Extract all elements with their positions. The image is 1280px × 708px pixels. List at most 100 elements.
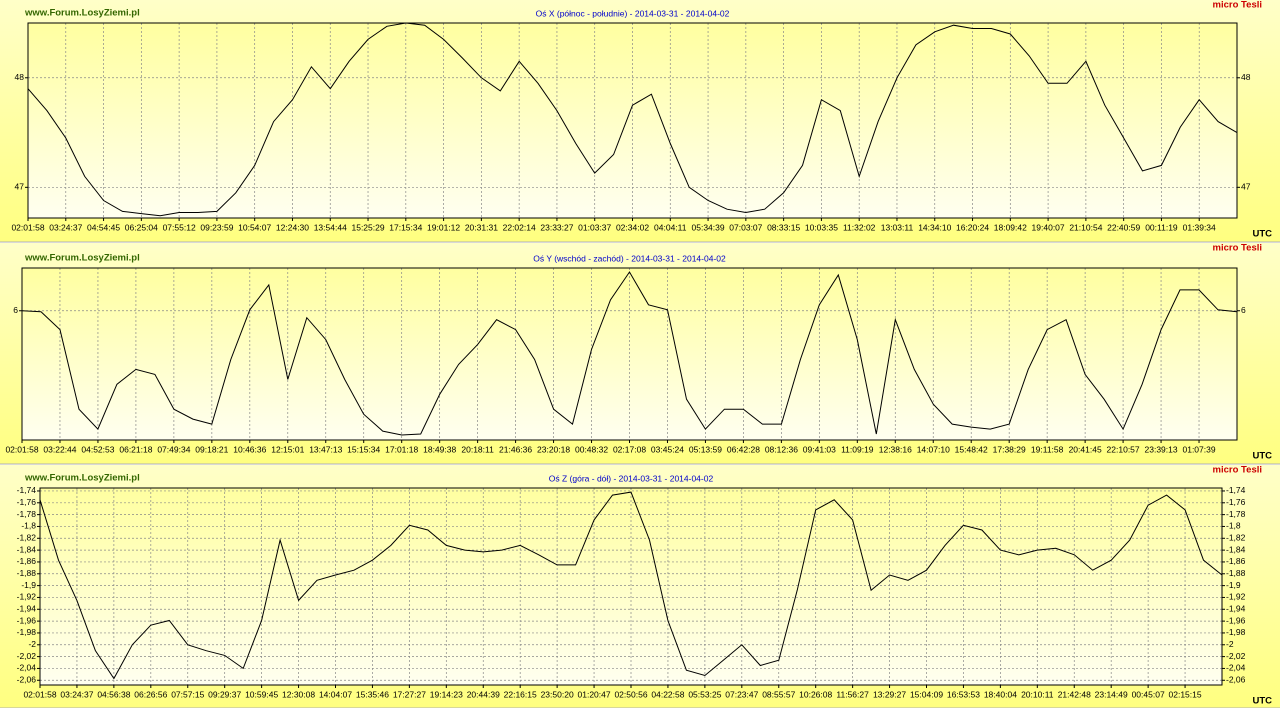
x-tick-label: 13:54:44 <box>314 222 347 232</box>
x-axis-label: UTC <box>1252 451 1272 462</box>
plot-frame <box>27 22 1238 219</box>
x-tick-label: 15:35:46 <box>356 689 389 699</box>
x-tick-label: 06:42:28 <box>727 444 760 454</box>
y-tick-label: -1,88 <box>1226 568 1246 578</box>
x-tick-label: 06:25:04 <box>125 222 158 232</box>
x-tick-label: 09:18:21 <box>195 444 228 454</box>
x-tick-label: 11:56:27 <box>836 689 869 699</box>
x-axis-label: UTC <box>1252 229 1272 240</box>
x-tick-label: 15:04:09 <box>910 689 943 699</box>
x-tick-label: 05:34:39 <box>692 222 725 232</box>
x-tick-label: 20:41:45 <box>1069 444 1102 454</box>
x-tick-label: 18:09:42 <box>994 222 1027 232</box>
x-tick-label: 03:45:24 <box>651 444 684 454</box>
x-tick-label: 07:55:12 <box>163 222 196 232</box>
x-tick-label: 00:11:19 <box>1145 222 1178 232</box>
x-tick-label: 08:33:15 <box>767 222 800 232</box>
x-tick-label: 02:34:02 <box>616 222 649 232</box>
x-tick-label: 21:46:36 <box>499 444 532 454</box>
x-tick-label: 06:21:18 <box>119 444 152 454</box>
x-tick-label: 05:13:59 <box>689 444 722 454</box>
y-tick-label: 48 <box>15 72 25 82</box>
x-tick-label: 14:34:10 <box>918 222 951 232</box>
y-tick-label: -1,94 <box>1226 604 1246 614</box>
x-tick-label: 23:20:18 <box>537 444 570 454</box>
y-tick-label: -2 <box>1226 639 1234 649</box>
y-tick-label: -1,9 <box>1226 580 1241 590</box>
x-tick-label: 14:07:10 <box>917 444 950 454</box>
x-tick-label: 01:39:34 <box>1183 222 1216 232</box>
watermark: www.Forum.LosyZiemi.pl <box>24 253 140 264</box>
x-tick-label: 20:31:31 <box>465 222 498 232</box>
x-tick-label: 04:54:45 <box>87 222 120 232</box>
x-tick-label: 04:52:53 <box>81 444 114 454</box>
x-tick-label: 18:40:04 <box>984 689 1017 699</box>
x-tick-label: 13:03:11 <box>881 222 914 232</box>
chart-title: Oś X (północ - południe) - 2014-03-31 - … <box>536 8 730 18</box>
y-tick-label: -1,98 <box>1226 627 1246 637</box>
x-tick-label: 10:46:36 <box>233 444 266 454</box>
y-tick-label: -1,8 <box>21 521 36 531</box>
y-tick-label: -2,02 <box>1226 651 1246 661</box>
x-tick-label: 02:01:58 <box>11 222 44 232</box>
y-tick-label: -1,92 <box>17 592 37 602</box>
watermark: www.Forum.LosyZiemi.pl <box>24 473 140 484</box>
x-tick-label: 18:49:38 <box>423 444 456 454</box>
x-tick-label: 19:11:58 <box>1031 444 1064 454</box>
x-tick-label: 04:04:11 <box>654 222 687 232</box>
plot-frame <box>21 267 1238 441</box>
x-tick-label: 01:20:47 <box>578 689 611 699</box>
unit-label: micro Tesli <box>1213 0 1262 11</box>
x-tick-label: 19:14:23 <box>430 689 463 699</box>
chart-title: Oś Z (góra - dół) - 2014-03-31 - 2014-04… <box>549 473 714 483</box>
y-tick-label: -1,74 <box>1226 485 1246 495</box>
x-tick-label: 22:16:15 <box>504 689 537 699</box>
y-tick-label: -1,82 <box>1226 533 1246 543</box>
x-tick-label: 06:26:56 <box>134 689 167 699</box>
x-tick-label: 15:15:34 <box>347 444 380 454</box>
x-tick-label: 16:53:53 <box>947 689 980 699</box>
y-tick-label: -1,76 <box>17 497 37 507</box>
x-tick-label: 02:01:58 <box>5 444 38 454</box>
x-tick-label: 12:38:16 <box>879 444 912 454</box>
x-tick-label: 08:12:36 <box>765 444 798 454</box>
x-tick-label: 17:27:27 <box>393 689 426 699</box>
y-tick-label: -1,8 <box>1226 521 1241 531</box>
y-tick-label: -1,88 <box>17 568 37 578</box>
x-tick-label: 17:15:34 <box>389 222 422 232</box>
x-tick-label: 23:50:20 <box>541 689 574 699</box>
x-tick-label: 02:50:56 <box>614 689 647 699</box>
y-tick-label: -2,04 <box>17 663 37 673</box>
x-tick-label: 13:29:27 <box>873 689 906 699</box>
x-tick-label: 02:15:15 <box>1169 689 1202 699</box>
watermark: www.Forum.LosyZiemi.pl <box>24 8 140 19</box>
x-tick-label: 09:23:59 <box>200 222 233 232</box>
x-tick-label: 22:02:14 <box>503 222 536 232</box>
x-tick-label: 09:29:37 <box>208 689 241 699</box>
data-line <box>27 22 1238 217</box>
x-tick-label: 10:54:07 <box>238 222 271 232</box>
x-tick-label: 13:47:13 <box>309 444 342 454</box>
x-tick-label: 22:10:57 <box>1107 444 1140 454</box>
y-tick-label: -1,84 <box>17 544 37 554</box>
y-tick-label: -1,92 <box>1226 592 1246 602</box>
x-tick-label: 19:01:12 <box>427 222 460 232</box>
y-tick-label: 48 <box>1241 72 1251 82</box>
x-tick-label: 23:39:13 <box>1145 444 1178 454</box>
y-tick-label: -1,74 <box>17 485 37 495</box>
y-tick-label: -1,86 <box>17 556 37 566</box>
y-tick-label: -1,96 <box>1226 615 1246 625</box>
x-tick-label: 04:22:58 <box>651 689 684 699</box>
unit-label: micro Tesli <box>1213 243 1262 254</box>
x-tick-label: 15:25:29 <box>351 222 384 232</box>
x-tick-label: 02:01:58 <box>23 689 56 699</box>
x-tick-label: 07:49:34 <box>157 444 190 454</box>
y-tick-label: -2 <box>28 639 36 649</box>
data-line <box>21 271 1238 436</box>
x-tick-label: 17:38:29 <box>993 444 1026 454</box>
x-tick-label: 15:48:42 <box>955 444 988 454</box>
x-tick-label: 03:22:44 <box>43 444 76 454</box>
y-tick-label: -1,96 <box>17 615 37 625</box>
x-tick-label: 03:24:37 <box>49 222 82 232</box>
